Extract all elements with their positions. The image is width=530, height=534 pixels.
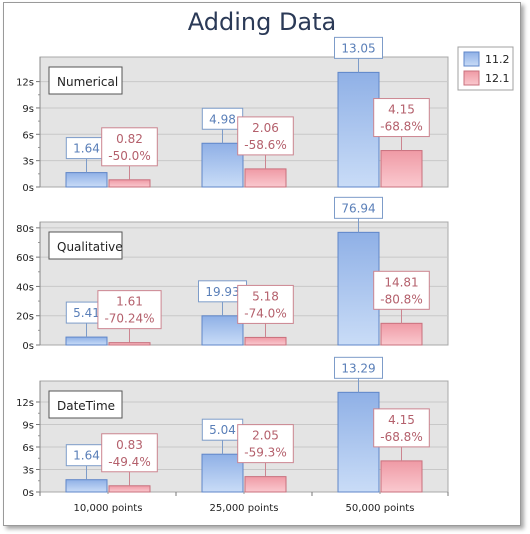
pane-qualitative: 0s 20s 40s 60s 80s Qualitative 5.41 1.61 -70.24%…: [16, 196, 449, 352]
data-label: -80.8%: [380, 292, 422, 306]
data-label: 5.04: [209, 423, 236, 437]
data-label: -68.8%: [380, 120, 422, 134]
bar-11-2-2: [201, 142, 244, 188]
x-tick-label: 50,000 points: [346, 503, 415, 514]
pane-title: DateTime: [48, 390, 123, 419]
pane-title-box: [48, 390, 123, 419]
data-label: 4.15: [388, 103, 415, 117]
data-label: 4.98: [209, 112, 236, 126]
data-label: 2.05: [252, 429, 279, 443]
data-label-box: [101, 433, 158, 473]
bar-12-1-3: [380, 322, 423, 346]
bar-12-1-2: [244, 476, 287, 493]
pane-title: Numerical: [48, 66, 123, 95]
data-label: 13.29: [341, 361, 375, 375]
data-label: 4.15: [388, 413, 415, 427]
data-label: 76.94: [341, 201, 375, 215]
bar-11-2-1: [65, 336, 108, 346]
x-tick-label: 25,000 points: [210, 503, 279, 514]
data-label-box: [237, 284, 294, 324]
chart-title: Adding Data: [188, 8, 337, 36]
pane-title-box: [48, 66, 123, 95]
x-axis: 10,000 points 25,000 points 50,000 points: [39, 492, 449, 514]
data-label: -70.24%: [104, 312, 154, 326]
y-tick-label: 6s: [22, 130, 34, 141]
legend-label: 12.1: [485, 72, 510, 85]
pane-title-label: Qualitative: [57, 240, 123, 254]
data-label-box: [334, 36, 383, 59]
data-label: 0.82: [116, 132, 143, 146]
data-label: 13.05: [341, 41, 375, 55]
pane-numerical: 0s 3s 6s 9s 12s Numerical 1.64 0.82 -50.0% 4.98 2.…: [16, 36, 449, 194]
y-tick-label: 0s: [22, 488, 34, 499]
bar-11-2-2: [201, 453, 244, 493]
x-tick-label: 10,000 points: [74, 503, 143, 514]
data-label: 5.18: [252, 289, 279, 303]
y-tick-label: 12s: [16, 78, 34, 89]
data-label: 1.64: [73, 449, 100, 463]
data-label: -74.0%: [244, 306, 286, 320]
bar-11-2-1: [65, 479, 108, 493]
y-tick-label: 6s: [22, 443, 34, 454]
y-tick-label: 20s: [16, 312, 34, 323]
y-tick-label: 9s: [22, 104, 34, 115]
bar-12-1-3: [380, 460, 423, 493]
y-tick-label: 3s: [22, 157, 34, 168]
bar-12-1-2: [244, 168, 287, 188]
data-label: -58.6%: [244, 138, 286, 152]
y-tick-label: 9s: [22, 421, 34, 432]
legend: 11.2 12.1: [457, 46, 514, 91]
panes-group: 0s 3s 6s 9s 12s Numerical 1.64 0.82 -50.0% 4.98 2.…: [16, 36, 449, 499]
legend-swatch-12-1: [463, 70, 480, 86]
data-label-box: [334, 196, 383, 219]
data-label: -50.0%: [108, 149, 150, 163]
pane-datetime: 0s 3s 6s 9s 12s DateTime 1.64 0.83 -49.4% 5.04 2.0…: [16, 356, 449, 499]
pane-title: Qualitative: [48, 231, 123, 260]
y-tick-label: 40s: [16, 282, 34, 293]
data-label: 5.41: [73, 306, 100, 320]
bar-12-1-1: [108, 179, 151, 188]
bar-11-2-1: [65, 172, 108, 188]
data-label: -49.4%: [108, 455, 150, 469]
pane-title-label: DateTime: [57, 399, 115, 413]
legend-label: 11.2: [485, 53, 510, 66]
pane-title-box: [48, 231, 123, 260]
data-label: 2.06: [252, 121, 279, 135]
data-label: -68.8%: [380, 430, 422, 444]
data-label: 19.93: [205, 285, 239, 299]
y-tick-label: 0s: [22, 183, 34, 194]
y-tick-label: 80s: [16, 224, 34, 235]
bar-11-2-3: [337, 391, 380, 493]
bar-11-2-2: [201, 315, 244, 346]
data-label-box: [373, 270, 430, 310]
data-label-box: [237, 116, 294, 156]
data-label-box: [373, 98, 430, 138]
data-label: 0.83: [116, 438, 143, 452]
y-tick-label: 3s: [22, 466, 34, 477]
bar-12-1-3: [380, 150, 423, 188]
bar-12-1-2: [244, 336, 287, 346]
data-label: 1.64: [73, 142, 100, 156]
y-tick-label: 12s: [16, 398, 34, 409]
data-label-box: [97, 290, 162, 330]
y-tick-label: 0s: [22, 341, 34, 352]
data-label: 1.61: [116, 295, 143, 309]
legend-swatch-11-2: [463, 51, 480, 67]
data-label-box: [101, 127, 158, 167]
data-label-box: [237, 424, 294, 464]
bar-12-1-1: [108, 485, 151, 493]
data-label-box: [334, 356, 383, 379]
data-label: 14.81: [384, 275, 418, 289]
pane-title-label: Numerical: [57, 75, 118, 89]
bar-11-2-3: [337, 231, 380, 346]
bar-12-1-1: [108, 342, 151, 346]
data-label-box: [373, 408, 430, 448]
data-label: -59.3%: [244, 446, 286, 460]
y-tick-label: 60s: [16, 253, 34, 264]
bar-11-2-3: [337, 71, 380, 188]
